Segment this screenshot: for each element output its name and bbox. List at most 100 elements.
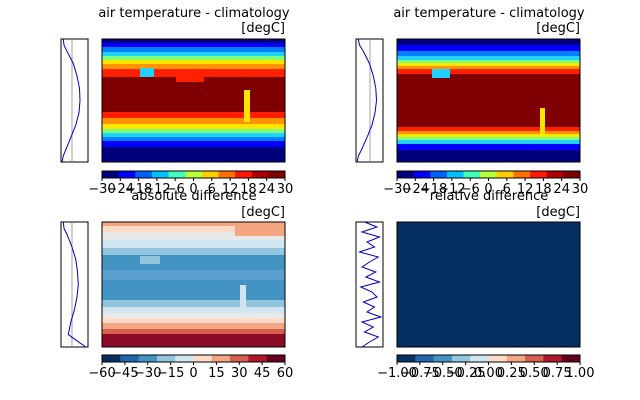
panel-2: air temperature - climatology [degC] (355, 6, 589, 197)
colorbar-tick-label: 15 (208, 366, 225, 381)
colorbar-segment (397, 171, 415, 178)
panel-4-map-frame (396, 221, 581, 348)
colorbar-tick-label: −24 (402, 182, 429, 197)
colorbar-tick-label: −45 (111, 366, 138, 381)
panel-1-map (102, 39, 285, 162)
colorbar-segment (530, 171, 548, 178)
colorbar-segment (513, 171, 531, 178)
colorbar-tick-label: −0.75 (400, 366, 440, 381)
colorbar-tick-label: 6 (208, 182, 216, 197)
colorbar-segment (463, 171, 481, 178)
colorbar-tick-label: −15 (157, 366, 184, 381)
colorbar-tick-label: −24 (107, 182, 134, 197)
panel-1-profile-line (61, 38, 81, 163)
panel-3-units: [degC] (241, 205, 285, 220)
colorbar-segment (175, 355, 194, 362)
colorbar-tick-label: 12 (222, 182, 239, 197)
colorbar-segment (546, 171, 564, 178)
colorbar-tick-label: 1.00 (566, 366, 595, 381)
colorbar-segment (480, 171, 498, 178)
colorbar-segment (248, 355, 268, 362)
colorbar-tick-label: 0.50 (520, 366, 549, 381)
colorbar-segment (433, 355, 453, 362)
colorbar-tick-label: 18 (240, 182, 257, 197)
colorbar-segment (235, 171, 253, 178)
colorbar-segment (563, 171, 581, 178)
panel-1: air temperature - climatology [degC] (60, 6, 294, 197)
colorbar-segment (506, 355, 526, 362)
colorbar-segment (120, 355, 140, 362)
panel-2-map (397, 39, 580, 162)
colorbar-segment (151, 171, 170, 178)
colorbar-segment (138, 355, 158, 362)
panel-1-profile-axes (60, 38, 89, 163)
colorbar-tick-label: 30 (231, 366, 248, 381)
colorbar-tick-label: −12 (438, 182, 465, 197)
panel-3-profile-line (62, 221, 87, 348)
panel-1-colorbar: −30−24−18−12−6 0 6 12 18 24 30 (88, 170, 294, 197)
colorbar-tick-label: −18 (420, 182, 447, 197)
panel-2-profile-axes (355, 38, 384, 163)
colorbar-segment (525, 355, 544, 362)
colorbar-tick-label: −30 (88, 182, 115, 197)
colorbar-segment (118, 171, 136, 178)
colorbar-segment (415, 355, 435, 362)
colorbar-tick-label: −1.00 (377, 366, 417, 381)
colorbar-segment (185, 171, 203, 178)
colorbar-tick-label: −0.25 (446, 366, 486, 381)
colorbar-tick-label: 24 (553, 182, 570, 197)
panel-3-title: absolute difference (131, 189, 256, 204)
colorbar-segment (451, 355, 471, 362)
colorbar-tick-label: 0 (189, 182, 197, 197)
colorbar-tick-label: −0.50 (423, 366, 463, 381)
panel-4-units: [degC] (536, 205, 580, 220)
colorbar-tick-label: 0.75 (543, 366, 572, 381)
colorbar-tick-label: −18 (125, 182, 152, 197)
colorbar-segment (446, 171, 465, 178)
colorbar-segment (488, 355, 508, 362)
colorbar-segment (156, 355, 176, 362)
panel-4-profile-line (357, 221, 383, 348)
colorbar-segment (135, 171, 153, 178)
colorbar-tick-label: 30 (277, 182, 294, 197)
colorbar-tick-label: −6 (166, 182, 185, 197)
colorbar-segment (211, 355, 231, 362)
colorbar-tick-label: 0.25 (497, 366, 526, 381)
colorbar-tick-label: 24 (258, 182, 275, 197)
colorbar-segment (102, 171, 120, 178)
panel-3-map-frame (101, 221, 286, 348)
panel-3-profile-axes (60, 221, 89, 348)
colorbar-segment (543, 355, 563, 362)
colorbar-segment (413, 171, 431, 178)
colorbar-tick-label: −30 (383, 182, 410, 197)
colorbar-tick-label: −12 (143, 182, 170, 197)
colorbar-segment (230, 355, 249, 362)
colorbar-segment (496, 171, 514, 178)
panel-4: relative difference [degC] −1.00−0.75−0.… (355, 189, 595, 381)
colorbar-segment (561, 355, 581, 362)
colorbar-tick-label: −60 (88, 366, 115, 381)
colorbar-segment (251, 171, 269, 178)
panel-3-colorbar: −60−45−30−15 0 15 30 45 60 (88, 354, 294, 381)
panel-4-colorbar: −1.00−0.75−0.50−0.250.000.250.500.751.00 (377, 354, 595, 381)
panel-2-units: [degC] (536, 21, 580, 36)
panel-2-map-frame (396, 38, 581, 163)
colorbar-segment (201, 171, 219, 178)
colorbar-segment (193, 355, 213, 362)
colorbar-tick-label: 0 (484, 182, 492, 197)
colorbar-segment (397, 355, 416, 362)
colorbar-tick-label: −30 (134, 366, 161, 381)
panel-2-colorbar: −30−24−18−12−6 0 6 12 18 24 30 (383, 170, 589, 197)
colorbar-segment (266, 355, 286, 362)
panel-1-map-frame (101, 38, 286, 163)
colorbar-tick-label: 30 (572, 182, 589, 197)
colorbar-tick-label: 60 (277, 366, 294, 381)
panel-2-profile-line (356, 38, 378, 163)
colorbar-tick-label: 0.00 (474, 366, 503, 381)
panel-3: absolute difference [degC] −60−45−30−15 0… (60, 189, 294, 381)
panel-1-units: [degC] (241, 21, 285, 36)
panel-4-title: relative difference (430, 189, 548, 204)
panel-1-title: air temperature - climatology (98, 6, 290, 21)
panel-3-map (102, 222, 285, 347)
